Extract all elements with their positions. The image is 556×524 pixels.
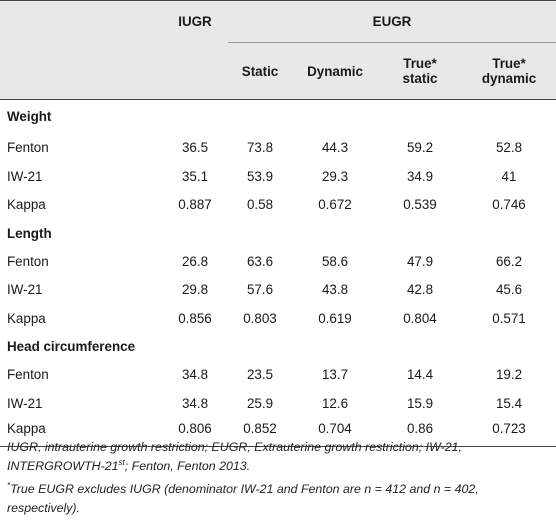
col-header-true-static-line2: static <box>402 71 438 86</box>
table-row: Kappa 0.887 0.58 0.672 0.539 0.746 <box>0 191 556 220</box>
cell-value: 63.6 <box>246 253 274 269</box>
row-label: Kappa <box>7 421 46 436</box>
cell-value: 0.58 <box>246 197 274 213</box>
cell-value: 35.1 <box>181 168 209 184</box>
header-iugr: IUGR <box>178 14 212 30</box>
row-label: IW-21 <box>7 282 43 298</box>
cell-value: 15.4 <box>495 395 523 411</box>
table-row: Fenton 26.8 63.6 58.6 47.9 66.2 <box>0 247 556 276</box>
section-row: Head circumference <box>0 333 556 361</box>
col-header-true-dynamic-line2: dynamic <box>481 71 537 86</box>
table-row: IW-21 29.8 57.6 43.8 42.8 45.6 <box>0 276 556 305</box>
section-row: Length <box>0 219 556 247</box>
cell-value: 0.571 <box>492 310 526 326</box>
cell-value: 44.3 <box>321 140 349 156</box>
cell-value: 15.9 <box>406 395 434 411</box>
cell-value: 14.4 <box>406 367 434 383</box>
col-header-true-static-line1: True* <box>403 56 437 71</box>
note-abbreviations: IUGR, intrauterine growth restriction; E… <box>7 438 552 476</box>
col-header-dynamic-line1: Dynamic <box>307 63 363 79</box>
row-label: Fenton <box>7 253 49 269</box>
note-superscript: st <box>118 457 125 467</box>
cell-value: 0.619 <box>318 310 352 326</box>
cell-value: 57.6 <box>246 282 274 298</box>
table-row: Kappa 0.806 0.852 0.704 0.86 0.723 <box>0 418 556 446</box>
results-table-container: IUGR EUGR Static Dynamic True* static Tr… <box>0 0 556 446</box>
cell-value: 23.5 <box>246 367 274 383</box>
cell-value: 0.672 <box>318 197 352 213</box>
cell-value: 52.8 <box>495 140 523 156</box>
cell-value: 29.8 <box>181 282 209 298</box>
cell-value: 53.9 <box>246 168 274 184</box>
cell-value: 0.852 <box>243 421 277 436</box>
row-label: Fenton <box>7 367 49 383</box>
table-row: Fenton 34.8 23.5 13.7 14.4 19.2 <box>0 361 556 390</box>
cell-value: 19.2 <box>495 367 523 383</box>
col-header-static-line1: Static <box>241 63 279 79</box>
cell-value: 73.8 <box>246 140 274 156</box>
section-title: Length <box>7 225 52 241</box>
section-title: Weight <box>7 109 52 125</box>
cell-value: 0.746 <box>492 197 526 213</box>
cell-value: 0.887 <box>178 197 212 213</box>
table-row: IW-21 35.1 53.9 29.3 34.9 41 <box>0 162 556 191</box>
col-header-true-static: True* static <box>378 43 462 100</box>
table-notes: IUGR, intrauterine growth restriction; E… <box>7 438 552 518</box>
cell-value: 25.9 <box>246 395 274 411</box>
table-row: Fenton 36.5 73.8 44.3 59.2 52.8 <box>0 134 556 163</box>
col-header-dynamic: Dynamic <box>292 43 378 100</box>
cell-value: 29.3 <box>321 168 349 184</box>
cell-value: 0.804 <box>403 310 437 326</box>
section-row: Weight <box>0 100 556 134</box>
cell-value: 66.2 <box>495 253 523 269</box>
cell-value: 34.9 <box>406 168 434 184</box>
cell-value: 41 <box>501 168 517 184</box>
cell-value: 0.723 <box>492 421 526 436</box>
cell-value: 0.806 <box>178 421 212 436</box>
cell-value: 26.8 <box>181 253 209 269</box>
cell-value: 58.6 <box>321 253 349 269</box>
cell-value: 13.7 <box>321 367 349 383</box>
col-header-true-dynamic-line1: True* <box>492 56 526 71</box>
col-header-static: Static <box>228 43 292 100</box>
table-body: Weight Fenton 36.5 73.8 44.3 59.2 52.8 IW-21 35.… <box>0 100 556 446</box>
row-label: Kappa <box>7 310 46 326</box>
header-blank-3 <box>162 43 228 100</box>
cell-value: 59.2 <box>406 140 434 156</box>
cell-value: 36.5 <box>181 140 209 156</box>
header-eugr: EUGR <box>228 0 556 43</box>
note-abbreviations-tail: ; Fenton, Fenton 2013. <box>124 459 251 473</box>
cell-value: 0.704 <box>318 421 352 436</box>
header-blank <box>0 1 162 43</box>
row-label: IW-21 <box>7 395 43 411</box>
cell-value: 0.803 <box>243 310 277 326</box>
cell-value: 42.8 <box>406 282 434 298</box>
cell-value: 47.9 <box>406 253 434 269</box>
cell-value: 12.6 <box>321 395 349 411</box>
cell-value: 34.8 <box>181 395 209 411</box>
cell-value: 0.539 <box>403 197 437 213</box>
cell-value: 45.6 <box>495 282 523 298</box>
col-header-true-dynamic: True* dynamic <box>462 43 556 100</box>
row-label: IW-21 <box>7 168 43 184</box>
cell-value: 43.8 <box>321 282 349 298</box>
table-row: Kappa 0.856 0.803 0.619 0.804 0.571 <box>0 304 556 333</box>
results-table: IUGR EUGR Static Dynamic True* static Tr… <box>0 0 556 446</box>
cell-value: 34.8 <box>181 367 209 383</box>
table-row: IW-21 34.8 25.9 12.6 15.9 15.4 <box>0 389 556 418</box>
row-label: Fenton <box>7 140 49 156</box>
section-title: Head circumference <box>7 339 136 354</box>
note-true-eugr: *True EUGR excludes IUGR (denominator IW… <box>7 480 552 518</box>
note-abbreviations-text: IUGR, intrauterine growth restriction; E… <box>7 440 462 473</box>
row-label: Kappa <box>7 197 46 213</box>
note-true-eugr-text: True EUGR excludes IUGR (denominator IW-… <box>7 482 479 515</box>
cell-value: 0.856 <box>178 310 212 326</box>
note-asterisk: * <box>7 480 11 490</box>
cell-value: 0.86 <box>406 421 434 436</box>
header-blank-2 <box>0 43 162 100</box>
